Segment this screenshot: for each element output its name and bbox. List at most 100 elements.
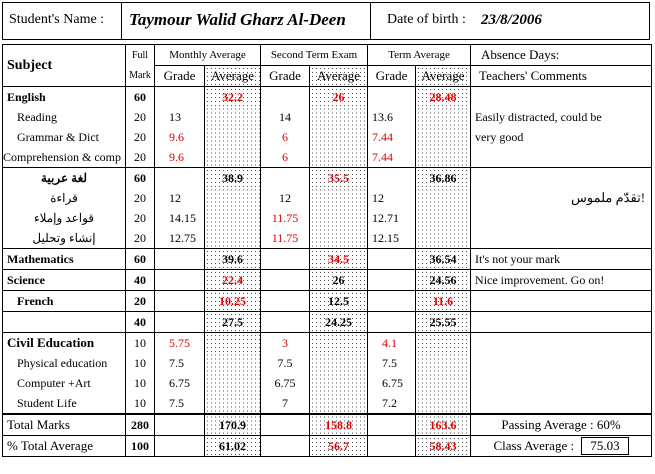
monthly-average: 22.4	[203, 269, 262, 291]
full-mark: 20	[125, 208, 155, 228]
full-mark: 10	[125, 353, 155, 373]
grade-header: Grade	[367, 65, 417, 87]
term-grade: 12.15	[367, 228, 417, 249]
full-mark: 280	[125, 413, 155, 436]
exam-grade: 7.5	[260, 353, 311, 373]
monthly-header: Monthly Average	[153, 44, 262, 66]
monthly-average: 61.02	[203, 435, 262, 457]
term-average: 11.6	[415, 290, 472, 312]
exam-average: 34.5	[309, 248, 369, 270]
full-mark: 100	[125, 435, 155, 457]
term-grade: 4.1	[367, 332, 417, 353]
monthly-grade: 9.6	[154, 147, 205, 168]
grades-table: Subject Full Monthly Average Second Term…	[2, 44, 653, 457]
total-marks-label: Total Marks	[2, 413, 126, 436]
term-average: 28.48	[415, 86, 472, 107]
exam-grade: 6	[260, 147, 311, 168]
grade-header: Grade	[260, 65, 311, 87]
student-header: Student's Name : Taymour Walid Gharz Al-…	[2, 2, 650, 40]
term-grade: 7.5	[367, 353, 417, 373]
class-average-label: Class Average :	[493, 438, 575, 453]
average-header: Average	[309, 65, 369, 87]
passing-average: Passing Average : 60%	[470, 413, 653, 436]
term-average-header: Term Average	[367, 44, 472, 66]
monthly-average: 27.5	[203, 311, 262, 333]
term-average: 36.86	[415, 167, 472, 188]
subject-french: French	[2, 290, 126, 312]
class-average: Class Average : 75.03	[470, 435, 653, 457]
full-mark: 60	[125, 86, 155, 107]
dob-value: 23/8/2006	[481, 12, 542, 28]
exam-average: 56.7	[309, 435, 369, 457]
monthly-grade: 14.15	[154, 208, 205, 228]
term-average: 25.55	[415, 311, 472, 333]
term-average: 36.54	[415, 248, 472, 270]
full-mark: 10	[125, 373, 155, 393]
exam-average: 26	[309, 86, 369, 107]
grade-header: Grade	[154, 65, 205, 87]
full-mark: 20	[125, 147, 155, 168]
full-mark: 20	[125, 188, 155, 208]
full-mark: 60	[125, 167, 155, 188]
subject-comprehension: Comprehension & comp	[2, 147, 126, 168]
exam-average: 26	[309, 269, 369, 291]
absence-days: Absence Days:	[470, 44, 653, 66]
monthly-average: 39.6	[203, 248, 262, 270]
exam-average: 35.5	[309, 167, 369, 188]
subject-header: Subject	[2, 44, 126, 87]
comment-science: Nice improvement. Go on!	[470, 269, 653, 291]
monthly-grade: 12.75	[154, 228, 205, 249]
monthly-grade: 5.75	[154, 332, 205, 353]
exam-average: 12.5	[309, 290, 369, 312]
term-grade: 13.6	[367, 107, 417, 127]
average-header: Average	[203, 65, 262, 87]
full-mark: 20	[125, 228, 155, 249]
dob-label: Date of birth :	[387, 12, 466, 27]
header-divider	[370, 3, 371, 39]
term-average: 58.43	[415, 435, 472, 457]
subject-arabic-grammar: قواعد وإملاء	[2, 208, 126, 228]
full-mark: 20	[125, 290, 155, 312]
mark-header: Mark	[125, 65, 155, 87]
monthly-average: 38.9	[203, 167, 262, 188]
term-grade: 12	[367, 188, 417, 208]
monthly-grade: 7.5	[154, 353, 205, 373]
full-mark: 40	[125, 311, 155, 333]
exam-average: 158.8	[309, 413, 369, 436]
exam-average: 24.25	[309, 311, 369, 333]
comment-english: Easily distracted, could be	[470, 107, 653, 127]
monthly-grade: 7.5	[154, 393, 205, 414]
average-header: Average	[415, 65, 472, 87]
subject-math: Mathematics	[2, 248, 126, 270]
exam-grade: 11.75	[260, 208, 311, 228]
comments-header: Teachers' Comments	[470, 65, 653, 87]
student-name-label: Student's Name :	[9, 12, 105, 27]
full-header: Full	[125, 44, 155, 66]
comment-math: It's not your mark	[470, 248, 653, 270]
full-mark: 20	[125, 107, 155, 127]
monthly-grade: 12	[154, 188, 205, 208]
full-mark: 60	[125, 248, 155, 270]
monthly-grade: 9.6	[154, 127, 205, 147]
term-average: 24.56	[415, 269, 472, 291]
subject-computer: Computer +Art	[2, 373, 126, 393]
full-mark: 40	[125, 269, 155, 291]
term-grade: 7.44	[367, 127, 417, 147]
subject-arabic-essay: إنشاء وتحليل	[2, 228, 126, 249]
subject-physical: Physical education	[2, 353, 126, 373]
exam-grade: 6.75	[260, 373, 311, 393]
exam-grade: 14	[260, 107, 311, 127]
full-mark: 20	[125, 127, 155, 147]
subject-science: Science	[2, 269, 126, 291]
comment-arabic: تقدّم ملموس!	[470, 188, 653, 208]
exam-grade: 7	[260, 393, 311, 414]
comment-english: very good	[470, 127, 653, 147]
exam-grade: 3	[260, 332, 311, 353]
full-mark: 10	[125, 332, 155, 353]
subject-arabic-reading: قراءة	[2, 188, 126, 208]
exam-grade: 12	[260, 188, 311, 208]
term-grade: 6.75	[367, 373, 417, 393]
subject-arabic: لغة عربية	[2, 167, 126, 188]
subject-student-life: Student Life	[2, 393, 126, 414]
